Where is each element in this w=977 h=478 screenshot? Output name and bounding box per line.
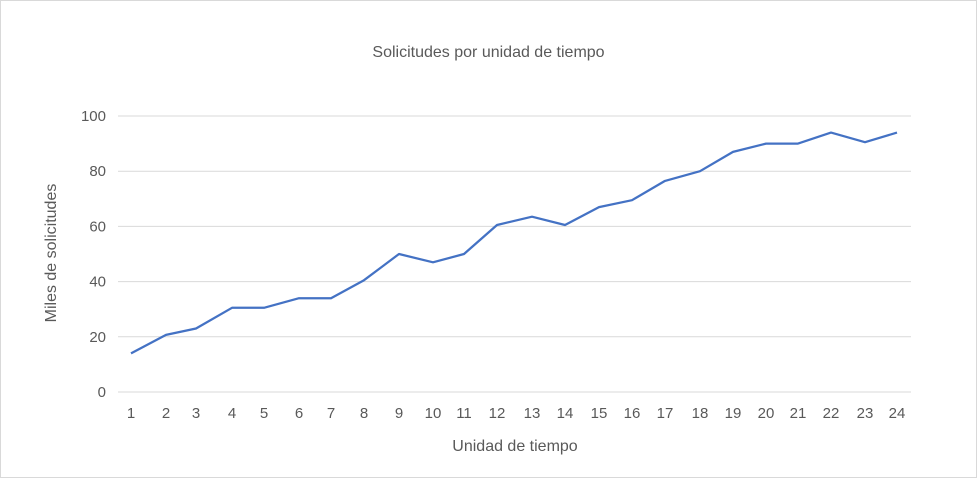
x-tick-label: 11 xyxy=(456,405,472,422)
x-tick-label: 21 xyxy=(790,405,807,422)
x-tick-label: 19 xyxy=(725,405,742,422)
x-tick-label: 12 xyxy=(489,405,506,422)
x-axis-title: Unidad de tiempo xyxy=(452,438,578,455)
x-tick-label: 6 xyxy=(295,405,303,422)
y-tick-label: 20 xyxy=(89,329,106,346)
x-tick-label: 5 xyxy=(260,405,268,422)
x-tick-label: 20 xyxy=(758,405,775,422)
x-tick-label: 17 xyxy=(657,405,674,422)
x-tick-label: 13 xyxy=(524,405,541,422)
y-axis-tick-labels: 0 20 40 60 80 100 xyxy=(81,108,106,401)
y-tick-label: 80 xyxy=(89,163,106,180)
data-series-line xyxy=(130,131,898,355)
x-tick-label: 22 xyxy=(823,405,840,422)
x-tick-label: 1 xyxy=(127,405,135,422)
y-tick-label: 100 xyxy=(81,108,106,125)
x-tick-label: 4 xyxy=(228,405,236,422)
x-tick-label: 18 xyxy=(692,405,709,422)
x-tick-label: 8 xyxy=(360,405,368,422)
x-tick-label: 3 xyxy=(192,405,200,422)
x-tick-label: 2 xyxy=(162,405,170,422)
y-tick-label: 40 xyxy=(89,274,106,291)
x-axis-tick-labels: 1 2 3 4 5 6 7 8 9 10 11 12 13 14 15 16 17 18 19 20 21 22 23 24 xyxy=(127,405,906,422)
x-tick-label: 9 xyxy=(395,405,403,422)
x-tick-label: 7 xyxy=(327,405,335,422)
chart-title: Solicitudes por unidad de tiempo xyxy=(372,44,605,61)
x-tick-label: 16 xyxy=(624,405,641,422)
x-tick-label: 15 xyxy=(591,405,608,422)
x-tick-label: 14 xyxy=(557,405,574,422)
x-tick-label: 23 xyxy=(857,405,874,422)
x-tick-label: 10 xyxy=(425,405,442,422)
y-tick-label: 60 xyxy=(89,218,106,235)
gridlines xyxy=(118,115,911,393)
x-tick-label: 24 xyxy=(889,405,906,422)
y-tick-label: 0 xyxy=(98,384,106,401)
